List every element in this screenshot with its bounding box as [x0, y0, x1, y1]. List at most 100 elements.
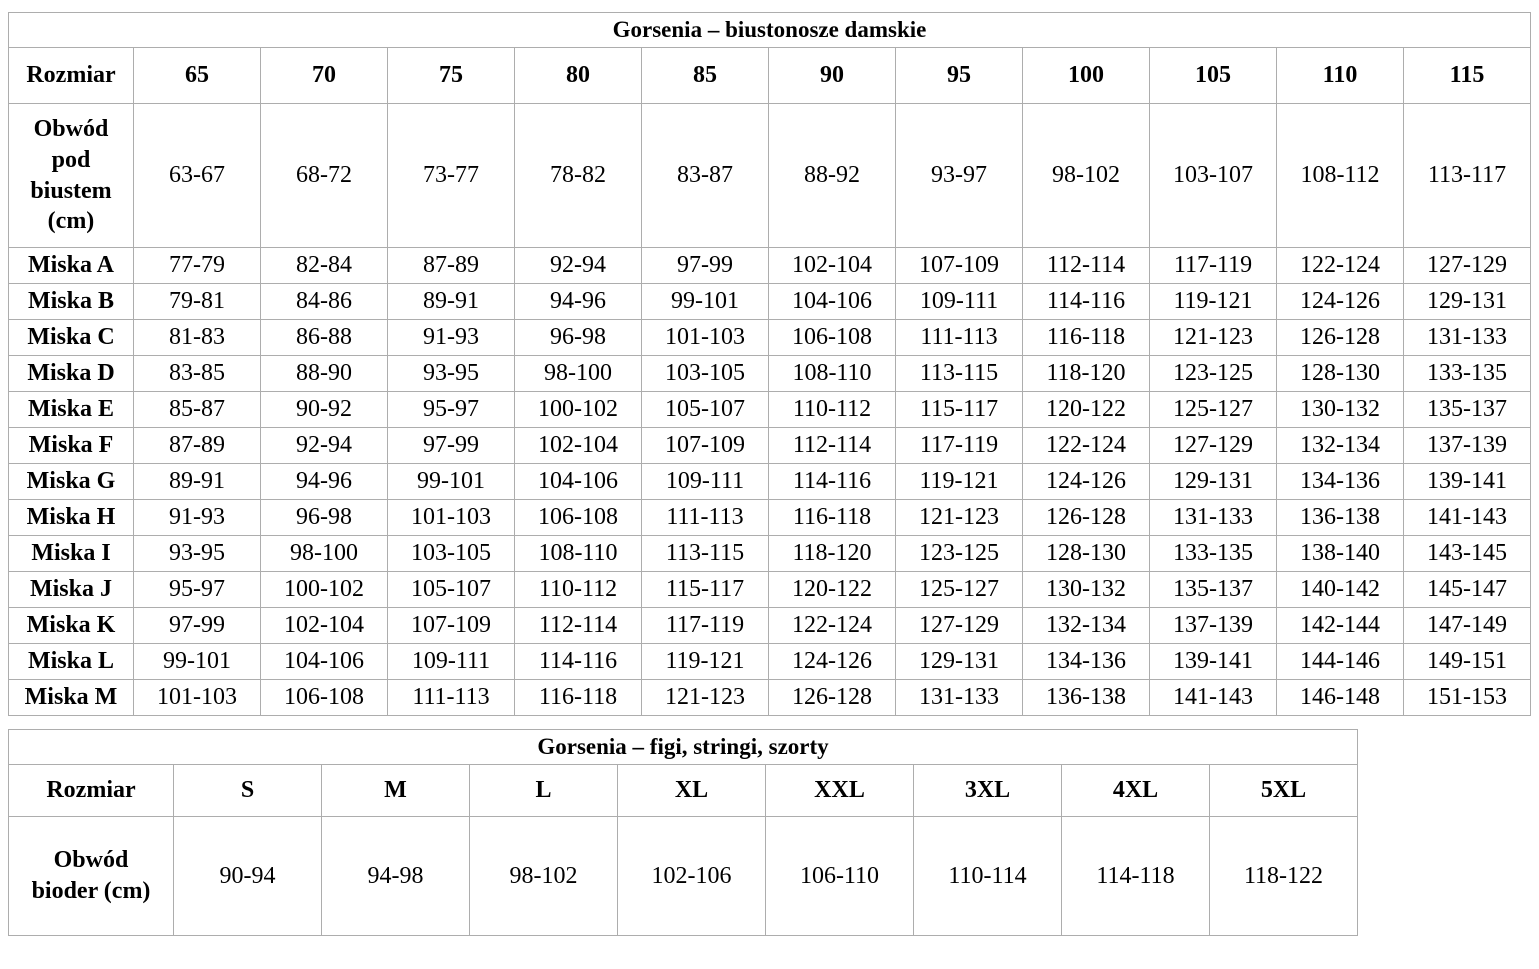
size-range-cell: 114-116 — [514, 643, 642, 680]
size-range-cell: 122-124 — [1022, 427, 1150, 464]
size-range-cell: 138-140 — [1276, 535, 1404, 572]
size-range-cell: 98-102 — [1022, 103, 1150, 248]
size-column-header: 75 — [387, 47, 515, 104]
size-range-cell: 105-107 — [641, 391, 769, 428]
size-range-cell: 130-132 — [1276, 391, 1404, 428]
size-range-cell: 97-99 — [387, 427, 515, 464]
size-range-cell: 117-119 — [641, 607, 769, 644]
size-range-cell: 123-125 — [1149, 355, 1277, 392]
size-range-cell: 87-89 — [133, 427, 261, 464]
size-range-cell: 144-146 — [1276, 643, 1404, 680]
size-range-cell: 106-108 — [768, 319, 896, 356]
size-range-cell: 127-129 — [1149, 427, 1277, 464]
size-range-cell: 103-107 — [1149, 103, 1277, 248]
size-range-cell: 106-108 — [260, 679, 388, 716]
table-row: Miska B 79-81 84-86 89-91 94-96 99-101 104-106… — [8, 283, 1531, 320]
row-label: Miska H — [8, 499, 134, 536]
size-range-cell: 113-115 — [641, 535, 769, 572]
size-range-cell: 89-91 — [133, 463, 261, 500]
size-range-cell: 141-143 — [1403, 499, 1531, 536]
size-column-header: M — [321, 764, 470, 817]
size-column-header: 70 — [260, 47, 388, 104]
size-range-cell: 111-113 — [895, 319, 1023, 356]
size-column-header: 95 — [895, 47, 1023, 104]
size-range-cell: 118-120 — [768, 535, 896, 572]
size-range-cell: 103-105 — [387, 535, 515, 572]
size-range-cell: 119-121 — [895, 463, 1023, 500]
size-range-cell: 91-93 — [387, 319, 515, 356]
size-range-cell: 108-110 — [514, 535, 642, 572]
size-range-cell: 95-97 — [387, 391, 515, 428]
size-range-cell: 82-84 — [260, 247, 388, 284]
row-label: Obwód pod biustem (cm) — [8, 103, 134, 248]
panties-table-title-row: Gorsenia – figi, stringi, szorty — [8, 729, 1358, 765]
size-range-cell: 146-148 — [1276, 679, 1404, 716]
size-column-header: 115 — [1403, 47, 1531, 104]
size-range-cell: 120-122 — [768, 571, 896, 608]
size-range-cell: 96-98 — [514, 319, 642, 356]
size-column-header: 105 — [1149, 47, 1277, 104]
row-label: Miska C — [8, 319, 134, 356]
size-column-header: L — [469, 764, 618, 817]
size-range-cell: 89-91 — [387, 283, 515, 320]
size-range-cell: 103-105 — [641, 355, 769, 392]
size-range-cell: 124-126 — [1022, 463, 1150, 500]
table-row: Miska C 81-83 86-88 91-93 96-98 101-103 106-10… — [8, 319, 1531, 356]
size-range-cell: 136-138 — [1276, 499, 1404, 536]
size-range-cell: 121-123 — [895, 499, 1023, 536]
size-range-cell: 63-67 — [133, 103, 261, 248]
size-range-cell: 92-94 — [260, 427, 388, 464]
bra-size-table: Gorsenia – biustonosze damskie Rozmiar 65… — [8, 12, 1531, 716]
size-range-cell: 101-103 — [387, 499, 515, 536]
size-range-cell: 127-129 — [895, 607, 1023, 644]
size-range-cell: 94-96 — [514, 283, 642, 320]
size-range-cell: 139-141 — [1403, 463, 1531, 500]
size-range-cell: 112-114 — [1022, 247, 1150, 284]
size-range-cell: 94-98 — [321, 816, 470, 936]
size-range-cell: 94-96 — [260, 463, 388, 500]
size-range-cell: 133-135 — [1403, 355, 1531, 392]
size-range-cell: 116-118 — [768, 499, 896, 536]
size-column-header: 85 — [641, 47, 769, 104]
size-range-cell: 99-101 — [133, 643, 261, 680]
size-range-cell: 101-103 — [641, 319, 769, 356]
size-range-cell: 114-116 — [1022, 283, 1150, 320]
table-row: Miska K 97-99 102-104 107-109 112-114 117-119… — [8, 607, 1531, 644]
row-label: Miska F — [8, 427, 134, 464]
row-label: Miska A — [8, 247, 134, 284]
size-range-cell: 83-87 — [641, 103, 769, 248]
row-label: Miska L — [8, 643, 134, 680]
size-range-cell: 111-113 — [641, 499, 769, 536]
size-range-cell: 127-129 — [1403, 247, 1531, 284]
size-range-cell: 134-136 — [1276, 463, 1404, 500]
size-range-cell: 112-114 — [514, 607, 642, 644]
row-label: Miska M — [8, 679, 134, 716]
size-range-cell: 137-139 — [1149, 607, 1277, 644]
size-range-cell: 114-116 — [768, 463, 896, 500]
size-range-cell: 129-131 — [1403, 283, 1531, 320]
size-column-header: 5XL — [1209, 764, 1358, 817]
size-range-cell: 125-127 — [1149, 391, 1277, 428]
table-row: Miska L 99-101 104-106 109-111 114-116 119-12… — [8, 643, 1531, 680]
size-column-header: 4XL — [1061, 764, 1210, 817]
size-range-cell: 113-115 — [895, 355, 1023, 392]
size-range-cell: 98-102 — [469, 816, 618, 936]
panties-table-title: Gorsenia – figi, stringi, szorty — [8, 729, 1358, 765]
size-range-cell: 132-134 — [1022, 607, 1150, 644]
size-label-header: Rozmiar — [8, 47, 134, 104]
row-label: Miska B — [8, 283, 134, 320]
table-row: Miska I 93-95 98-100 103-105 108-110 113-115 1… — [8, 535, 1531, 572]
size-range-cell: 108-110 — [768, 355, 896, 392]
size-range-cell: 117-119 — [895, 427, 1023, 464]
size-range-cell: 133-135 — [1149, 535, 1277, 572]
size-range-cell: 98-100 — [260, 535, 388, 572]
size-range-cell: 73-77 — [387, 103, 515, 248]
table-row: Miska A 77-79 82-84 87-89 92-94 97-99 102-104 1… — [8, 247, 1531, 284]
size-range-cell: 96-98 — [260, 499, 388, 536]
size-range-cell: 91-93 — [133, 499, 261, 536]
row-label: Miska J — [8, 571, 134, 608]
size-range-cell: 102-104 — [514, 427, 642, 464]
size-range-cell: 118-122 — [1209, 816, 1358, 936]
size-range-cell: 122-124 — [768, 607, 896, 644]
size-range-cell: 88-92 — [768, 103, 896, 248]
